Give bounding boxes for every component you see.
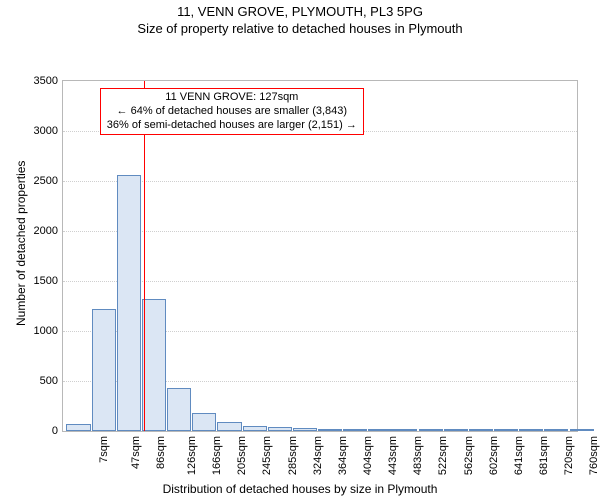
- histogram-bar: [494, 429, 518, 431]
- histogram-bar: [66, 424, 90, 431]
- histogram-bar: [293, 428, 317, 431]
- histogram-bar: [243, 426, 267, 431]
- histogram-bar: [544, 429, 568, 431]
- histogram-bar: [419, 429, 443, 431]
- callout-line: 11 VENN GROVE: 127sqm: [107, 91, 357, 105]
- histogram-bar: [343, 429, 367, 431]
- x-tick-label: 602sqm: [488, 436, 500, 475]
- x-tick-label: 126sqm: [186, 436, 198, 475]
- y-tick-label: 2000: [18, 225, 58, 237]
- page-supertitle: 11, VENN GROVE, PLYMOUTH, PL3 5PG: [0, 0, 600, 19]
- histogram-bar: [444, 429, 468, 431]
- y-tick-label: 500: [18, 375, 58, 387]
- x-tick-label: 47sqm: [130, 436, 142, 469]
- histogram-bar: [142, 299, 166, 431]
- x-axis-label: Distribution of detached houses by size …: [0, 482, 600, 496]
- x-tick-label: 7sqm: [98, 436, 110, 463]
- x-tick-label: 324sqm: [312, 436, 324, 475]
- x-tick-label: 681sqm: [538, 436, 550, 475]
- x-tick-label: 760sqm: [588, 436, 600, 475]
- x-tick-label: 404sqm: [363, 436, 375, 475]
- y-tick-label: 1500: [18, 275, 58, 287]
- y-tick-label: 3000: [18, 125, 58, 137]
- x-tick-label: 205sqm: [236, 436, 248, 475]
- histogram-bar: [318, 429, 342, 431]
- histogram-bar: [368, 429, 392, 431]
- callout-line: ← 64% of detached houses are smaller (3,…: [107, 105, 357, 119]
- x-tick-label: 245sqm: [262, 436, 274, 475]
- y-tick-label: 0: [18, 425, 58, 437]
- x-tick-label: 483sqm: [413, 436, 425, 475]
- histogram-bar: [217, 422, 241, 431]
- x-tick-label: 641sqm: [513, 436, 525, 475]
- page-title: Size of property relative to detached ho…: [0, 19, 600, 36]
- x-tick-label: 522sqm: [437, 436, 449, 475]
- plot-area: 11 VENN GROVE: 127sqm← 64% of detached h…: [63, 81, 577, 431]
- histogram-bar: [469, 429, 493, 431]
- histogram-bar: [192, 413, 216, 431]
- histogram-bar: [519, 429, 543, 431]
- x-tick-label: 285sqm: [287, 436, 299, 475]
- histogram-bar: [92, 309, 116, 431]
- y-tick-label: 1000: [18, 325, 58, 337]
- histogram-bar: [268, 427, 292, 431]
- plot-frame: 11 VENN GROVE: 127sqm← 64% of detached h…: [62, 80, 578, 432]
- histogram-bar: [167, 388, 191, 431]
- x-tick-label: 720sqm: [563, 436, 575, 475]
- x-tick-label: 364sqm: [337, 436, 349, 475]
- histogram-bar: [570, 429, 594, 431]
- y-tick-label: 2500: [18, 175, 58, 187]
- x-tick-label: 86sqm: [155, 436, 167, 469]
- y-tick-label: 3500: [18, 75, 58, 87]
- x-tick-label: 443sqm: [387, 436, 399, 475]
- callout-line: 36% of semi-detached houses are larger (…: [107, 119, 357, 133]
- histogram-bar: [393, 429, 417, 431]
- histogram-bar: [117, 175, 141, 431]
- x-tick-label: 166sqm: [211, 436, 223, 475]
- property-callout: 11 VENN GROVE: 127sqm← 64% of detached h…: [100, 88, 364, 135]
- x-tick-label: 562sqm: [463, 436, 475, 475]
